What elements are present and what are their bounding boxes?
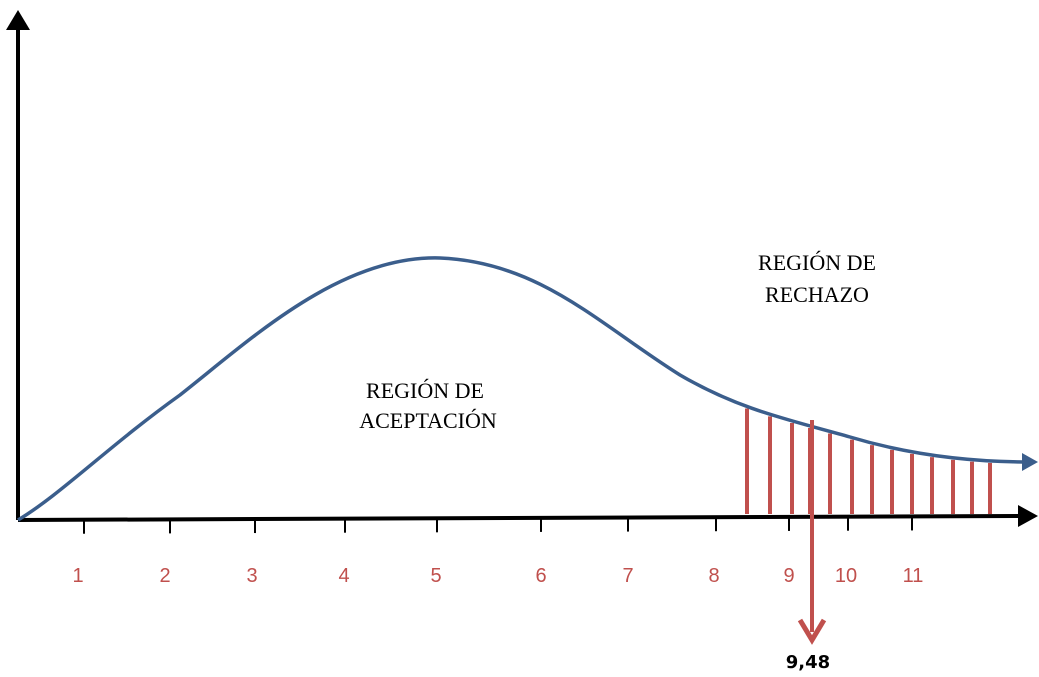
x-tick-label-7: 7: [622, 565, 633, 587]
curve-arrowhead: [1022, 453, 1038, 471]
y-axis: [6, 10, 30, 520]
arrow-down-icon: [797, 420, 827, 645]
x-tick-label-2: 2: [159, 565, 170, 587]
rejection-region-label-line2: RECHAZO: [765, 282, 869, 307]
x-tick-label-10: 10: [835, 565, 857, 587]
x-tick-label-5: 5: [430, 565, 441, 587]
distribution-curve: [17, 256, 1031, 522]
x-tick-label-3: 3: [246, 565, 257, 587]
x-axis: [17, 505, 1038, 527]
critical-value-label: 9,48: [786, 652, 830, 673]
rejection-region-hatch: [745, 408, 992, 514]
x-axis-arrowhead: [1018, 505, 1038, 527]
x-axis-ticks: [83, 516, 913, 534]
acceptance-region-label-line1: REGIÓN DE: [366, 378, 484, 403]
x-tick-label-6: 6: [535, 565, 546, 587]
x-tick-label-11: 11: [903, 565, 924, 587]
x-tick-label-8: 8: [708, 565, 719, 587]
rejection-region-label-line1: REGIÓN DE: [758, 250, 876, 275]
x-tick-label-4: 4: [338, 565, 349, 587]
x-tick-label-9: 9: [783, 565, 794, 587]
x-tick-label-1: 1: [72, 565, 83, 587]
y-axis-arrowhead: [6, 10, 30, 30]
acceptance-region-label-line2: ACEPTACIÓN: [359, 408, 497, 433]
x-axis-tick-labels: 1 2 3 4 5 6 7 8 9 10 11: [72, 565, 923, 587]
